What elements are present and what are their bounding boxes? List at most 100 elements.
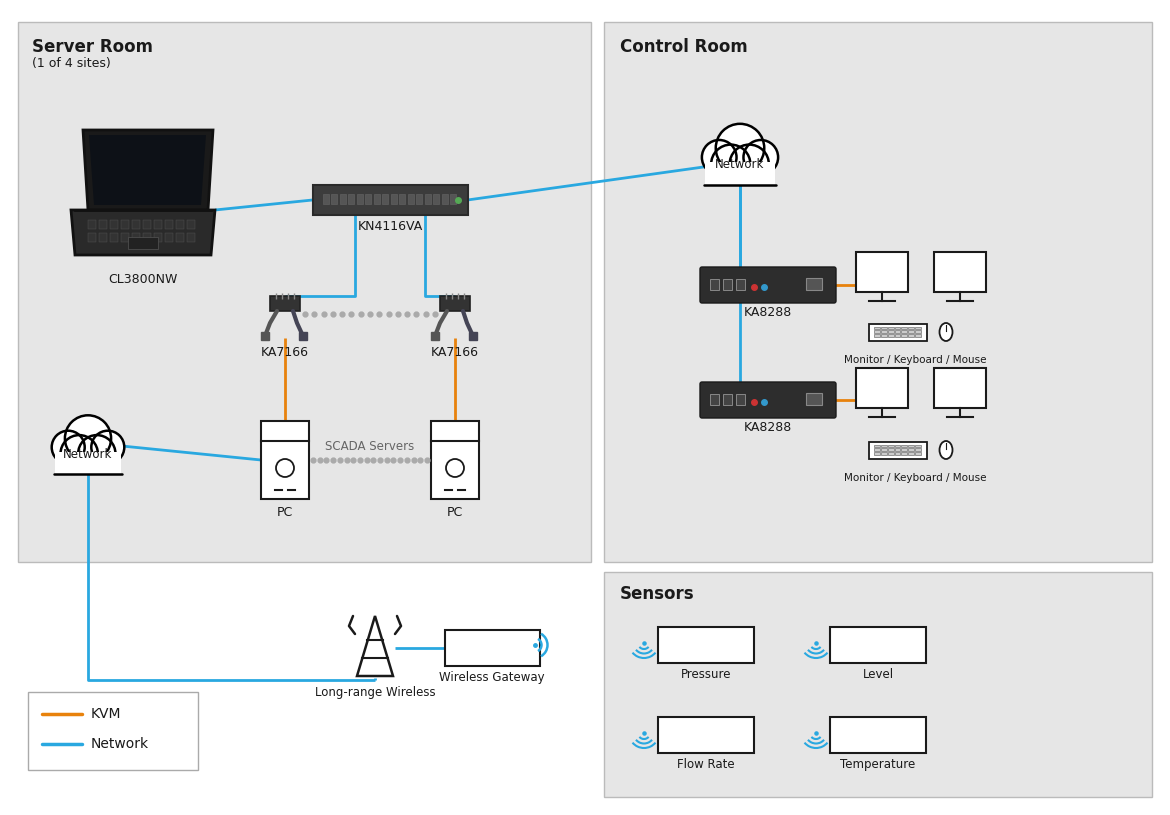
FancyBboxPatch shape: [901, 448, 907, 451]
FancyBboxPatch shape: [433, 194, 439, 204]
FancyBboxPatch shape: [132, 233, 140, 242]
FancyBboxPatch shape: [723, 394, 732, 405]
FancyBboxPatch shape: [869, 442, 927, 459]
FancyBboxPatch shape: [88, 220, 96, 229]
FancyBboxPatch shape: [710, 279, 720, 290]
FancyBboxPatch shape: [888, 452, 894, 455]
FancyBboxPatch shape: [261, 421, 309, 499]
FancyBboxPatch shape: [856, 368, 908, 408]
Text: Level: Level: [862, 668, 894, 681]
Polygon shape: [83, 130, 213, 210]
FancyBboxPatch shape: [143, 220, 151, 229]
FancyBboxPatch shape: [881, 327, 887, 329]
FancyBboxPatch shape: [888, 330, 894, 333]
FancyBboxPatch shape: [915, 448, 921, 451]
FancyBboxPatch shape: [373, 194, 379, 204]
FancyBboxPatch shape: [874, 327, 880, 329]
Text: Pressure: Pressure: [681, 668, 731, 681]
FancyBboxPatch shape: [830, 627, 925, 663]
FancyBboxPatch shape: [431, 421, 479, 499]
FancyBboxPatch shape: [915, 444, 921, 447]
Polygon shape: [89, 135, 206, 205]
Text: PC: PC: [447, 506, 463, 519]
Circle shape: [276, 459, 294, 477]
FancyBboxPatch shape: [176, 233, 184, 242]
FancyBboxPatch shape: [399, 194, 405, 204]
Text: Server Room: Server Room: [32, 38, 153, 56]
FancyBboxPatch shape: [908, 448, 914, 451]
FancyBboxPatch shape: [881, 330, 887, 333]
FancyBboxPatch shape: [165, 220, 173, 229]
Circle shape: [64, 416, 111, 461]
Text: Network: Network: [91, 737, 149, 751]
FancyBboxPatch shape: [901, 444, 907, 447]
FancyBboxPatch shape: [806, 393, 823, 405]
FancyBboxPatch shape: [874, 330, 880, 333]
Ellipse shape: [940, 323, 952, 341]
Text: Temperature: Temperature: [840, 758, 916, 771]
Text: CL3800NW: CL3800NW: [109, 273, 178, 286]
FancyBboxPatch shape: [658, 717, 753, 753]
FancyBboxPatch shape: [339, 194, 345, 204]
FancyBboxPatch shape: [121, 233, 129, 242]
FancyBboxPatch shape: [710, 394, 720, 405]
FancyBboxPatch shape: [888, 327, 894, 329]
FancyBboxPatch shape: [323, 194, 329, 204]
Circle shape: [716, 124, 764, 172]
FancyBboxPatch shape: [407, 194, 413, 204]
Circle shape: [91, 430, 124, 464]
FancyBboxPatch shape: [888, 444, 894, 447]
FancyBboxPatch shape: [187, 220, 195, 229]
FancyBboxPatch shape: [881, 444, 887, 447]
FancyBboxPatch shape: [391, 194, 397, 204]
FancyBboxPatch shape: [881, 448, 887, 451]
FancyBboxPatch shape: [915, 452, 921, 455]
Text: KA8288: KA8288: [744, 421, 792, 434]
FancyBboxPatch shape: [165, 233, 173, 242]
FancyBboxPatch shape: [312, 185, 468, 215]
FancyBboxPatch shape: [55, 452, 121, 474]
FancyBboxPatch shape: [895, 334, 901, 337]
FancyBboxPatch shape: [331, 194, 337, 204]
Text: PC: PC: [277, 506, 294, 519]
FancyBboxPatch shape: [154, 233, 161, 242]
FancyBboxPatch shape: [128, 237, 158, 249]
FancyBboxPatch shape: [895, 452, 901, 455]
FancyBboxPatch shape: [441, 194, 447, 204]
FancyBboxPatch shape: [110, 220, 118, 229]
Circle shape: [51, 430, 84, 464]
FancyBboxPatch shape: [445, 630, 539, 666]
FancyBboxPatch shape: [901, 330, 907, 333]
Text: (1 of 4 sites): (1 of 4 sites): [32, 57, 111, 70]
FancyBboxPatch shape: [908, 330, 914, 333]
Text: Network: Network: [715, 158, 765, 171]
FancyBboxPatch shape: [99, 220, 106, 229]
FancyBboxPatch shape: [908, 334, 914, 337]
FancyBboxPatch shape: [881, 452, 887, 455]
FancyBboxPatch shape: [901, 334, 907, 337]
Polygon shape: [71, 210, 215, 255]
FancyBboxPatch shape: [381, 194, 388, 204]
FancyBboxPatch shape: [888, 334, 894, 337]
FancyBboxPatch shape: [901, 452, 907, 455]
Circle shape: [702, 140, 737, 174]
FancyBboxPatch shape: [365, 194, 371, 204]
FancyBboxPatch shape: [895, 448, 901, 451]
FancyBboxPatch shape: [908, 452, 914, 455]
Text: KN4116VA: KN4116VA: [357, 220, 422, 233]
Text: Wireless Gateway: Wireless Gateway: [439, 671, 545, 684]
Text: Flow Rate: Flow Rate: [677, 758, 735, 771]
FancyBboxPatch shape: [888, 448, 894, 451]
FancyBboxPatch shape: [176, 220, 184, 229]
FancyBboxPatch shape: [915, 334, 921, 337]
FancyBboxPatch shape: [604, 22, 1152, 562]
FancyBboxPatch shape: [830, 717, 925, 753]
FancyBboxPatch shape: [88, 233, 96, 242]
FancyBboxPatch shape: [700, 382, 837, 418]
FancyBboxPatch shape: [806, 278, 823, 290]
FancyBboxPatch shape: [357, 194, 363, 204]
Circle shape: [78, 435, 116, 473]
FancyBboxPatch shape: [934, 252, 986, 292]
FancyBboxPatch shape: [895, 330, 901, 333]
FancyBboxPatch shape: [450, 194, 456, 204]
